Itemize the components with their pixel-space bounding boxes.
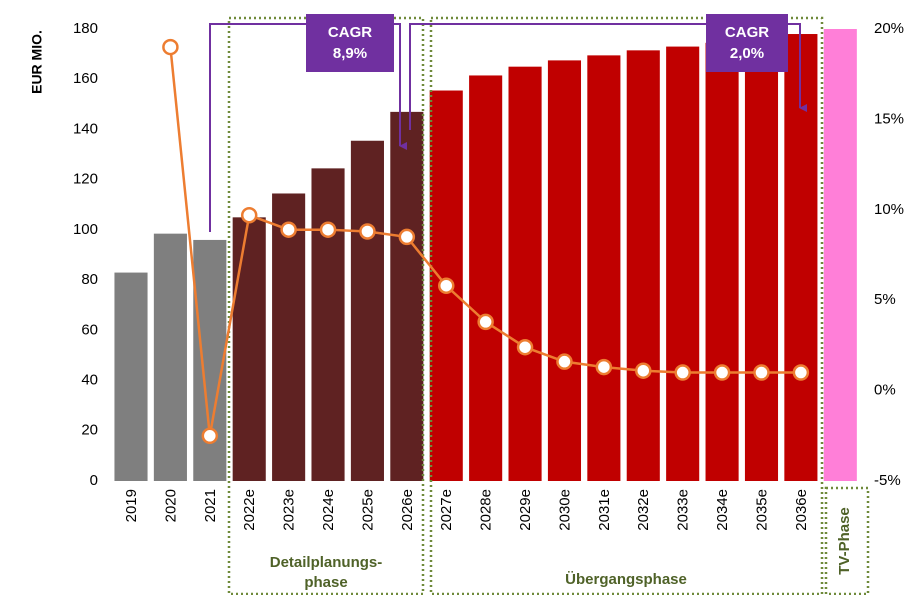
y-tick-label: 20 [81,422,98,439]
bar [114,272,148,481]
x-tick-label: 2034e [714,489,731,531]
x-tick-label: 2023e [281,489,298,531]
y2-tick-label: 10% [874,201,904,218]
y-tick-label: 160 [73,70,98,87]
line-point [635,362,652,379]
bar [705,42,739,482]
x-tick-label: 2028e [478,489,495,531]
bar [232,217,266,482]
line-point [280,221,297,238]
x-tick-label: 2030e [556,489,573,531]
bar [744,39,779,482]
x-tick-label: 2019 [123,489,140,522]
line-point [792,364,810,381]
y2-tick-label: -5% [874,472,901,489]
y-axis-label: EUR MIO. [29,30,45,94]
line-point [595,358,613,376]
x-tick-label: 2025e [359,489,376,531]
x-tick-label: 2033e [675,489,692,531]
line-point [437,277,455,294]
cagr-label: CAGR [328,24,372,41]
line-point [477,313,494,331]
cagr-rate: 2,0% [730,45,764,62]
x-tick-label: 2036e [793,489,810,531]
line-point [240,206,258,224]
x-tick-label: 2032e [635,489,652,531]
y2-tick-label: 5% [874,291,896,308]
x-tick-label: 2021 [202,489,219,522]
line-point [674,364,691,381]
bar [153,233,187,481]
y2-tick-label: 15% [874,110,904,127]
bar [311,168,345,481]
phase-label: Übergangsphase [565,571,687,588]
phase-label: TV-Phase [836,507,853,575]
bar [823,29,857,481]
x-tick-label: 2022e [241,489,258,531]
y-tick-label: 80 [81,271,98,288]
x-tick-label: 2035e [753,489,770,531]
y-tick-label: 140 [73,120,98,137]
bar [587,55,621,481]
line-point [319,221,337,238]
line-point [516,338,534,356]
line-point [359,223,376,240]
y-tick-label: 120 [73,171,98,188]
line-point [398,228,416,246]
y-tick-label: 100 [73,221,98,238]
bar [626,50,660,481]
bar [547,60,582,482]
cagr-brackets [209,14,807,232]
cagr-label: CAGR [725,24,769,41]
bar [350,140,384,481]
line-point [162,38,179,56]
y2-tick-label: 20% [874,20,904,37]
line-point [713,364,731,381]
phase-label: Detailplanungs- [270,554,383,571]
bar [469,75,503,481]
x-tick-label: 2024e [320,489,337,531]
x-tick-label: 2027e [438,489,455,531]
line-point [201,427,219,445]
y-tick-label: 180 [73,20,98,37]
phase-label: phase [304,574,347,591]
bar [508,66,542,482]
cagr-rate: 8,9% [333,45,367,62]
y-tick-label: 40 [81,372,98,389]
y2-tick-label: 0% [874,382,896,399]
line-point [753,364,770,381]
line-point [556,353,573,370]
x-tick-label: 2020 [162,489,179,522]
bar [272,193,306,481]
x-tick-label: 2029e [517,489,534,531]
y-tick-label: 0 [90,472,98,489]
x-tick-label: 2031e [596,489,613,531]
bar [390,111,424,481]
bar [666,46,700,481]
x-tick-label: 2026e [399,489,416,531]
y-tick-label: 60 [81,321,98,338]
bar [193,239,227,481]
